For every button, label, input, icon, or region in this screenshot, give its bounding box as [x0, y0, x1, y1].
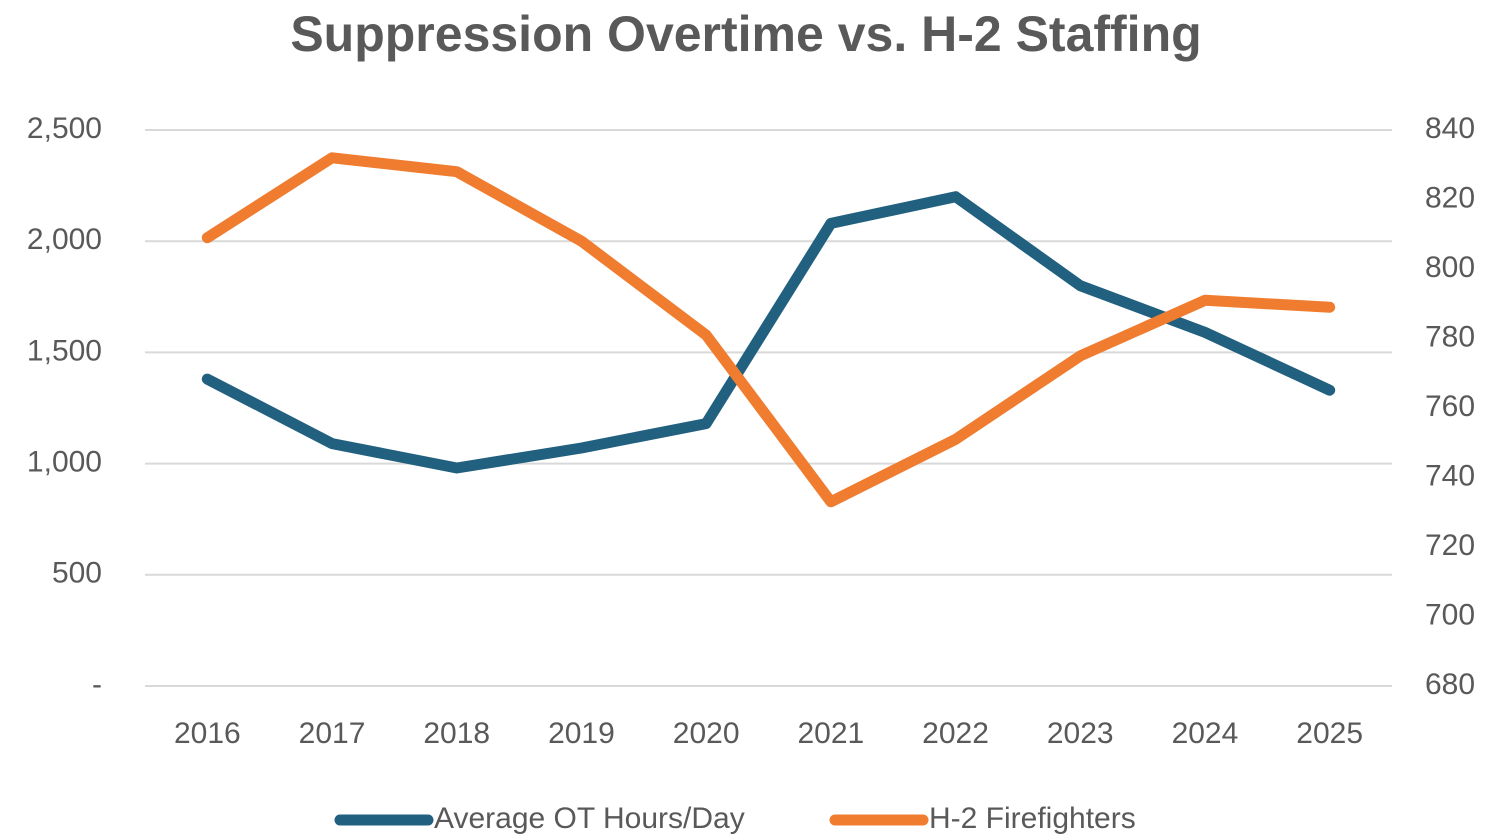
- chart-title: Suppression Overtime vs. H-2 Staffing: [290, 6, 1201, 62]
- y2-tick-label: 700: [1425, 598, 1475, 631]
- y2-tick-label: 740: [1425, 459, 1475, 492]
- y-tick-label: 1,500: [27, 334, 102, 367]
- y2-tick-label: 840: [1425, 112, 1475, 145]
- series-line: [201, 191, 1336, 474]
- legend-label: Average OT Hours/Day: [434, 802, 745, 835]
- x-tick-label: 2018: [423, 717, 490, 750]
- x-tick-label: 2025: [1296, 717, 1363, 750]
- y2-tick-label: 780: [1425, 320, 1475, 353]
- x-tick-label: 2016: [174, 717, 241, 750]
- y-tick-label: 2,000: [27, 223, 102, 256]
- x-tick-label: 2017: [299, 717, 366, 750]
- x-tick-label: 2022: [922, 717, 989, 750]
- y2-tick-label: 800: [1425, 251, 1475, 284]
- y-tick-label: 1,000: [27, 446, 102, 479]
- series-line: [201, 152, 1336, 508]
- y2-tick-label: 820: [1425, 181, 1475, 214]
- y2-tick-label: 680: [1425, 668, 1475, 701]
- x-tick-label: 2020: [673, 717, 740, 750]
- x-tick-label: 2024: [1172, 717, 1239, 750]
- y-tick-label: 500: [52, 557, 102, 590]
- x-tick-label: 2021: [797, 717, 864, 750]
- x-tick-label: 2019: [548, 717, 615, 750]
- y-tick-label: -: [92, 668, 102, 701]
- legend-label: H-2 Firefighters: [929, 802, 1136, 835]
- x-tick-label: 2023: [1047, 717, 1114, 750]
- y2-tick-label: 760: [1425, 390, 1475, 423]
- y2-tick-label: 720: [1425, 529, 1475, 562]
- y-tick-label: 2,500: [27, 112, 102, 145]
